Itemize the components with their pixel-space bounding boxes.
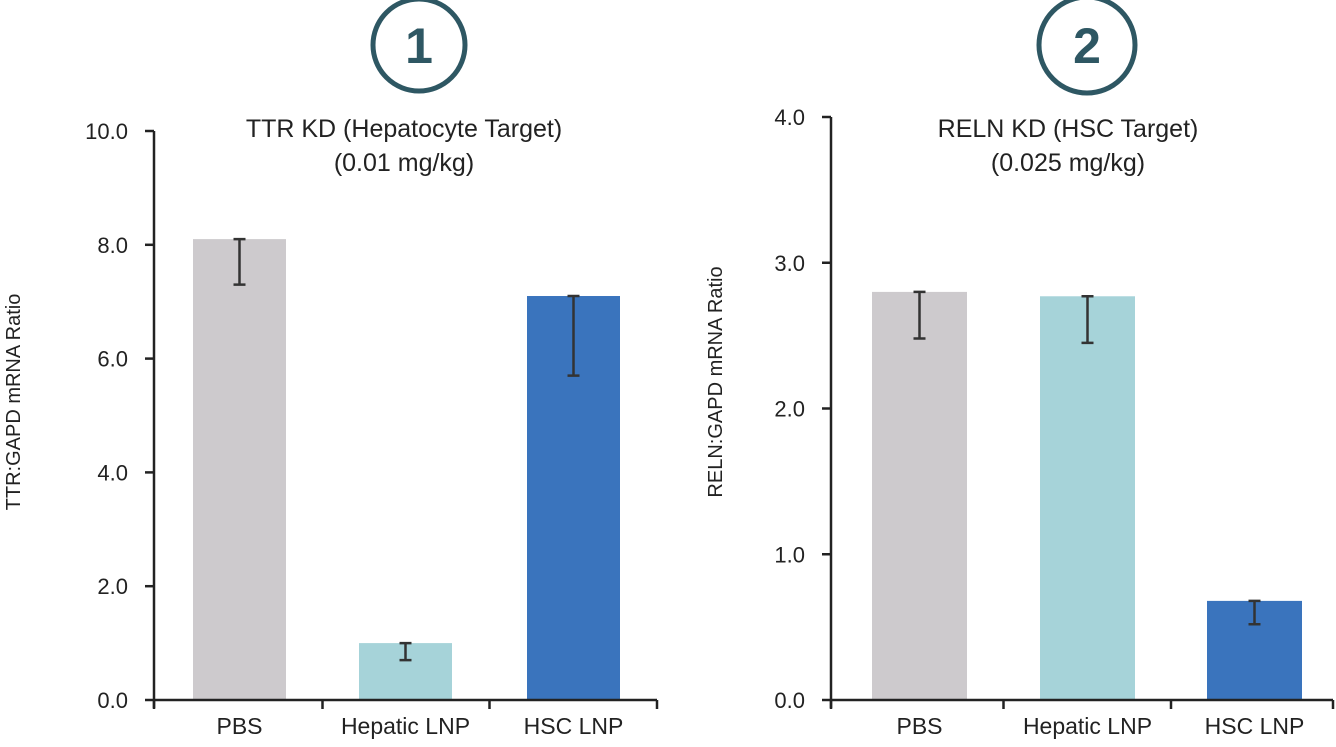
panel-1-error-bars [233, 237, 580, 662]
panel-2-error-bar-hsc-lnp [1248, 599, 1261, 626]
panel-1-y-axis-label: TTR:GAPD mRNA Ratio [3, 294, 25, 511]
panel-2-badge-circle [1036, 0, 1138, 96]
panel-1-title-line-1: TTR KD (Hepatocyte Target) [246, 115, 562, 143]
panel-2-y-ticks: 0.0 1.0 2.0 3.0 4.0 [774, 105, 831, 713]
panel-1: 1 TTR KD (Hepatocyte Target) (0.01 mg/kg… [3, 0, 659, 739]
panel-2-error-bar-pbs [913, 290, 926, 340]
panel-1-y-tick-label: 0.0 [97, 688, 128, 713]
panel-1-error-bar-hepatic-lnp [399, 641, 412, 662]
panel-2-y-tick-label: 4.0 [774, 105, 805, 130]
panel-1-category-label: Hepatic LNP [341, 713, 470, 739]
panel-1-y-ticks: 0.0 2.0 4.0 6.0 8.0 10.0 [85, 119, 154, 713]
panel-1-y-tick-label: 4.0 [97, 460, 128, 485]
panel-2-category-label: PBS [896, 713, 942, 739]
panel-1-error-bar-hsc-lnp [567, 294, 580, 377]
panel-2-category-label: Hepatic LNP [1023, 713, 1152, 739]
panel-2-y-tick-label: 1.0 [774, 542, 805, 567]
panel-2-bar-hepatic-lnp [1040, 296, 1135, 700]
panel-1-y-tick-label: 2.0 [97, 574, 128, 599]
panel-1-y-tick-label: 10.0 [85, 119, 128, 144]
panel-1-badge-number: 1 [405, 18, 433, 74]
panel-1-x-categories: PBS Hepatic LNP HSC LNP [216, 713, 623, 739]
panel-2: 2 RELN KD (HSC Target) (0.025 mg/kg) REL… [705, 0, 1335, 739]
panel-2-x-categories: PBS Hepatic LNP HSC LNP [896, 713, 1304, 739]
panel-2-title-line-1: RELN KD (HSC Target) [938, 115, 1199, 143]
panel-1-bar-pbs [193, 239, 286, 701]
panel-2-y-axis-label: RELN:GAPD mRNA Ratio [705, 266, 727, 497]
panel-2-title-line-2: (0.025 mg/kg) [991, 149, 1145, 177]
panel-2-y-tick-label: 2.0 [774, 397, 805, 422]
panel-1-axes [152, 131, 659, 709]
panel-2-bars [872, 291, 1302, 700]
panel-2-error-bar-hepatic-lnp [1081, 295, 1094, 345]
panel-1-y-tick-label: 6.0 [97, 347, 128, 372]
panel-2-badge: 2 [1036, 0, 1138, 96]
panel-1-bars [193, 239, 620, 701]
panel-2-category-label: HSC LNP [1205, 713, 1305, 739]
panel-2-y-tick-label: 0.0 [774, 688, 805, 713]
panel-1-y-tick-label: 8.0 [97, 233, 128, 258]
panel-2-y-tick-label: 3.0 [774, 251, 805, 276]
panel-2-error-bars [913, 290, 1261, 626]
panel-2-bar-pbs [872, 291, 967, 700]
panel-2-badge-number: 2 [1073, 18, 1101, 74]
panel-1-error-bar-pbs [233, 237, 246, 286]
panel-1-category-label: HSC LNP [524, 713, 624, 739]
panel-1-badge-circle [370, 0, 468, 94]
panel-1-title-line-2: (0.01 mg/kg) [334, 149, 474, 177]
panel-1-category-label: PBS [216, 713, 262, 739]
panel-2-axes [829, 117, 1335, 709]
panel-1-badge: 1 [370, 0, 468, 94]
